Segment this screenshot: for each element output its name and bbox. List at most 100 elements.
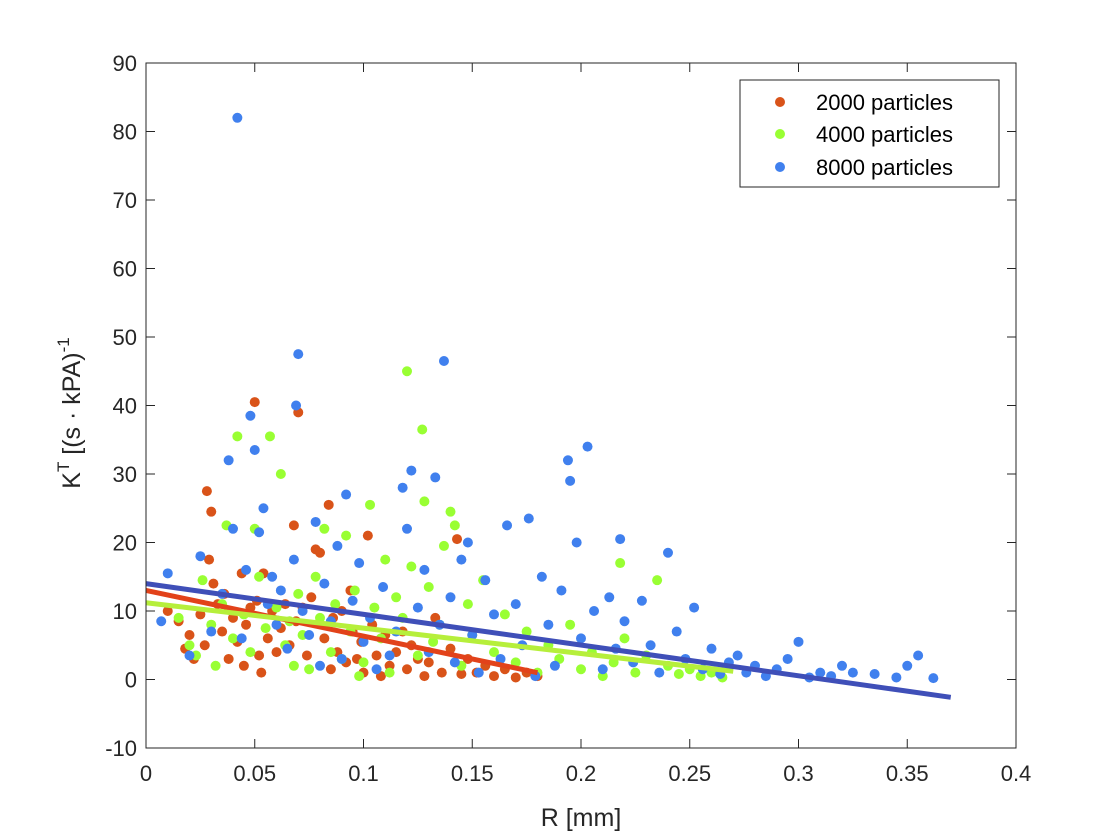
data-point bbox=[197, 575, 208, 586]
x-tick-label: 0.1 bbox=[348, 761, 379, 786]
data-point bbox=[236, 633, 247, 644]
data-point bbox=[282, 643, 293, 654]
data-point bbox=[358, 636, 369, 647]
data-point bbox=[576, 633, 586, 644]
data-point bbox=[815, 667, 826, 678]
data-point bbox=[556, 585, 567, 596]
data-point bbox=[241, 564, 252, 575]
data-point bbox=[597, 671, 608, 682]
legend-marker-8000 bbox=[775, 162, 785, 172]
data-point bbox=[206, 626, 217, 637]
data-point bbox=[652, 575, 663, 586]
data-point bbox=[654, 667, 665, 678]
data-point bbox=[291, 400, 302, 411]
data-point bbox=[452, 534, 463, 545]
data-point bbox=[384, 650, 395, 661]
plot-area bbox=[145, 112, 952, 700]
data-point bbox=[184, 650, 195, 661]
data-point bbox=[645, 640, 656, 651]
data-point bbox=[615, 558, 626, 569]
data-point bbox=[565, 475, 576, 486]
data-point bbox=[419, 671, 430, 682]
data-point bbox=[630, 667, 641, 678]
y-tick-label: 30 bbox=[113, 462, 137, 487]
y-tick-label: 0 bbox=[125, 668, 137, 693]
data-point bbox=[462, 599, 473, 610]
data-point bbox=[412, 650, 423, 661]
data-point bbox=[782, 653, 793, 664]
x-tick-label: 0.05 bbox=[233, 761, 276, 786]
data-point bbox=[913, 650, 924, 661]
data-point bbox=[438, 355, 449, 366]
data-point bbox=[891, 672, 902, 683]
data-point bbox=[502, 520, 513, 531]
data-point bbox=[249, 445, 260, 456]
data-point bbox=[456, 554, 467, 565]
legend: 2000 particles 4000 particles 8000 parti… bbox=[739, 79, 1000, 188]
data-point bbox=[402, 664, 412, 675]
data-point bbox=[480, 575, 491, 586]
data-point bbox=[371, 664, 382, 675]
y-tick-label: 80 bbox=[113, 120, 137, 145]
x-tick-label: 0 bbox=[140, 761, 152, 786]
data-point bbox=[406, 561, 417, 572]
data-point bbox=[619, 633, 630, 644]
data-point bbox=[275, 469, 286, 479]
data-point bbox=[565, 619, 576, 630]
data-point bbox=[397, 482, 408, 493]
data-point bbox=[354, 558, 365, 569]
data-point bbox=[315, 547, 325, 558]
data-point bbox=[365, 499, 376, 510]
data-point bbox=[636, 595, 647, 606]
data-point bbox=[902, 660, 913, 671]
data-point bbox=[412, 602, 423, 613]
fit-line-2 bbox=[145, 581, 952, 700]
data-point bbox=[499, 609, 510, 620]
x-axis: 0 0.05 0.1 0.15 0.2 0.25 0.3 0.35 0.4 bbox=[140, 63, 1031, 786]
data-point bbox=[341, 530, 352, 541]
data-point bbox=[430, 472, 441, 483]
data-point bbox=[358, 657, 369, 668]
data-point bbox=[406, 465, 417, 476]
x-tick-label: 0.4 bbox=[1001, 761, 1032, 786]
data-point bbox=[210, 660, 221, 671]
data-point bbox=[445, 643, 456, 654]
y-tick-label: 10 bbox=[113, 599, 137, 624]
data-point bbox=[347, 595, 358, 606]
data-point bbox=[384, 660, 395, 671]
legend-label-4000: 4000 particles bbox=[816, 122, 953, 147]
data-point bbox=[928, 673, 939, 684]
data-point bbox=[162, 568, 173, 579]
data-point bbox=[689, 602, 700, 613]
data-point bbox=[732, 650, 743, 661]
data-point bbox=[315, 660, 325, 671]
data-point bbox=[325, 664, 336, 675]
data-point bbox=[706, 643, 717, 654]
data-point bbox=[521, 626, 532, 637]
data-point bbox=[445, 506, 456, 517]
x-axis-title: R [mm] bbox=[541, 804, 622, 832]
data-point bbox=[428, 636, 439, 647]
x-tick-label: 0.2 bbox=[566, 761, 597, 786]
data-point bbox=[288, 520, 299, 531]
data-point bbox=[319, 578, 330, 589]
data-point bbox=[262, 633, 273, 644]
x-tick-label: 0.3 bbox=[783, 761, 814, 786]
data-point bbox=[208, 578, 219, 589]
data-point bbox=[232, 431, 243, 442]
data-point bbox=[510, 599, 521, 610]
legend-label-2000: 2000 particles bbox=[816, 90, 953, 115]
y-axis-title-units: [(s · kPA) bbox=[58, 352, 86, 461]
x-tick-label: 0.25 bbox=[668, 761, 711, 786]
data-point bbox=[156, 616, 167, 627]
data-point bbox=[384, 667, 395, 678]
data-point bbox=[201, 486, 212, 497]
data-point bbox=[245, 410, 256, 421]
data-point bbox=[254, 571, 265, 582]
data-point bbox=[271, 619, 282, 630]
data-point bbox=[184, 640, 195, 651]
data-point bbox=[254, 650, 265, 661]
data-point bbox=[362, 530, 373, 541]
data-point bbox=[619, 616, 630, 627]
data-point bbox=[228, 633, 238, 644]
